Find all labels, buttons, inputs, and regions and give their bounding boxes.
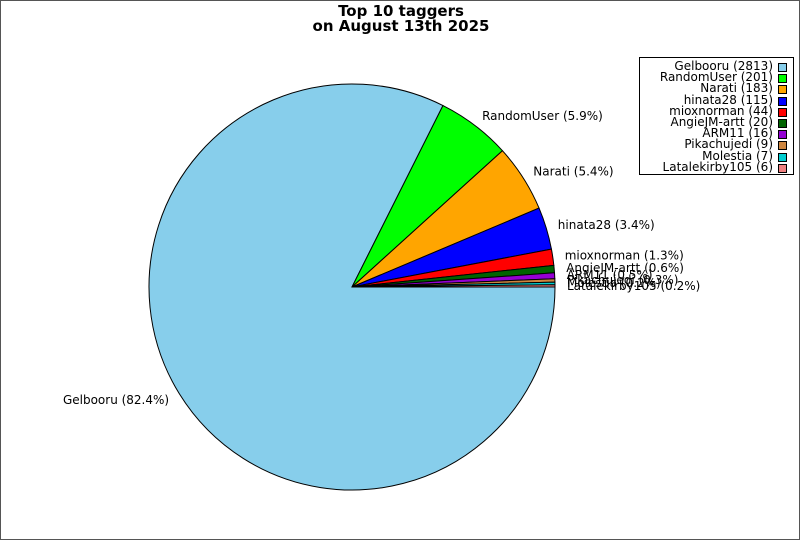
pie-label-arm11: ARM11 (0.5%) <box>567 268 653 282</box>
chart-title-line2: on August 13th 2025 <box>312 17 490 35</box>
legend-item-mioxnorman: mioxnorman (44) <box>640 103 793 118</box>
legend-label: Gelbooru (2813) <box>674 59 773 73</box>
legend-swatch <box>778 141 787 151</box>
legend-label: Pikachujedi (9) <box>684 137 773 152</box>
legend-label: Molestia (7) <box>702 148 773 163</box>
legend-item-latalekirby105: Latalekirby105 (6) <box>640 159 793 174</box>
legend-item-arm11: ARM11 (16) <box>640 126 793 141</box>
legend-swatch <box>778 152 787 162</box>
legend-item-gelbooru: Gelbooru (2813) <box>640 59 793 73</box>
pie-label-pikachujedi: Pikachujedi (0.3%) <box>567 273 679 287</box>
legend-swatch <box>778 63 787 72</box>
chart-legend: Gelbooru (2813) RandomUser (201) Narati (1… <box>639 57 794 175</box>
pie-label-angiejm-artt: AngieJM-artt (0.6%) <box>566 261 684 275</box>
pie-label-latalekirby105: Latalekirby105 (0.2%) <box>567 279 700 293</box>
legend-label: Latalekirby105 (6) <box>662 159 773 174</box>
legend-label: hinata28 (115) <box>683 92 773 107</box>
pie-slice-latalekirby105 <box>351 284 556 288</box>
chart-title: Top 10 taggers on August 13th 2025 <box>1 4 800 34</box>
pie-label-narati: Narati (5.4%) <box>533 164 613 178</box>
legend-swatch <box>778 85 787 95</box>
legend-swatch <box>778 130 787 140</box>
legend-swatch <box>778 119 787 128</box>
legend-label: AngieJM-artt (20) <box>670 115 773 129</box>
legend-label: mioxnorman (44) <box>669 103 773 118</box>
legend-item-narati: Narati (183) <box>640 81 793 96</box>
legend-swatch <box>778 163 787 173</box>
legend-swatch <box>778 107 787 117</box>
legend-label: Narati (183) <box>700 81 773 96</box>
legend-swatch <box>778 96 787 106</box>
chart-title-line1: Top 10 taggers <box>338 2 464 20</box>
pie-label-molestia: Molestia (0.2%) <box>567 276 661 290</box>
legend-item-angiejm-artt: AngieJM-artt (20) <box>640 115 793 129</box>
legend-label: RandomUser (201) <box>659 70 773 85</box>
pie-label-mioxnorman: mioxnorman (1.3%) <box>565 249 684 263</box>
pie-label-hinata28: hinata28 (3.4%) <box>558 218 655 232</box>
legend-item-hinata28: hinata28 (115) <box>640 92 793 107</box>
legend-swatch <box>778 74 787 84</box>
legend-item-molestia: Molestia (7) <box>640 148 793 163</box>
pie-label-gelbooru: Gelbooru (82.4%) <box>63 393 169 407</box>
pie-label-randomuser: RandomUser (5.9%) <box>482 109 603 123</box>
legend-item-randomuser: RandomUser (201) <box>640 70 793 85</box>
legend-label: ARM11 (16) <box>702 126 773 141</box>
legend-item-pikachujedi: Pikachujedi (9) <box>640 137 793 152</box>
